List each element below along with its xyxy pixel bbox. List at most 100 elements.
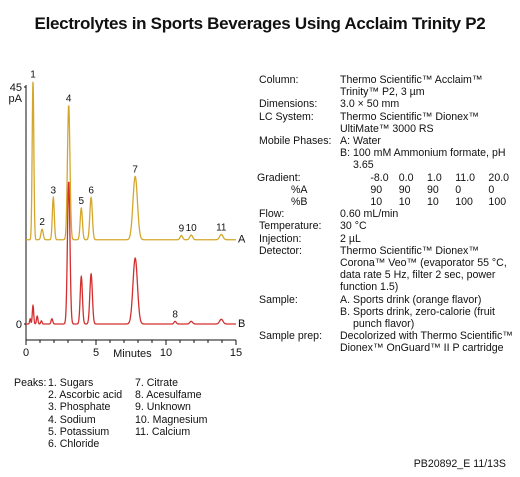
peak-entry: 2. Ascorbic acid <box>48 389 123 402</box>
condition-label: Mobile Phases: <box>259 135 332 148</box>
condition-detector: Detector: Thermo Scientific™ Dionex™ Cor… <box>259 245 517 294</box>
sample-key: B. <box>340 305 351 318</box>
condition-label: LC System: <box>259 110 314 123</box>
y-tick-label: 0 <box>16 319 22 331</box>
condition-mobile-phases: Mobile Phases: A: Water B: 100 mM Ammoni… <box>259 135 517 172</box>
condition-sample-prep: Sample prep: Decolorized with Thermo Sci… <box>259 330 517 354</box>
trace-label-A: A <box>238 234 246 246</box>
condition-temperature: Temperature: 30 °C <box>259 220 517 232</box>
peak-label: 11 <box>216 222 227 233</box>
mobile-phase-b: B: 100 mM Ammonium formate, pH 3.65 <box>340 147 517 171</box>
peak-label: 8 <box>172 309 178 320</box>
pct-a-label: %A <box>291 183 308 196</box>
peak-label: 10 <box>186 223 198 234</box>
condition-label: Column: <box>259 74 299 86</box>
peak-entry: 3. Phosphate <box>48 401 111 414</box>
pct-a-value: 90 <box>398 183 411 196</box>
condition-label: Dimensions: <box>259 98 318 111</box>
peak-label: 6 <box>88 186 94 197</box>
gradient-time: 1.0 <box>426 171 442 184</box>
pct-b-value: 10 <box>426 196 439 209</box>
mobile-phase-a: A: Water <box>340 135 517 147</box>
peak-label: 7 <box>132 165 138 176</box>
mobile-phase-key: B: <box>340 147 351 160</box>
pct-b-label: %B <box>291 196 308 209</box>
condition-label: Sample prep: <box>259 330 323 343</box>
y-tick-label: 45 <box>10 82 22 94</box>
x-axis-label: Minutes <box>113 348 152 360</box>
mobile-phase-key: A: <box>340 135 351 148</box>
gradient-time: 20.0 <box>488 171 510 184</box>
mobile-phase-value: Water <box>353 135 381 148</box>
condition-value: 3.0 × 50 mm <box>340 98 400 111</box>
sample-b: B. Sports drink, zero-calorie (fruit pun… <box>340 306 517 330</box>
peak-entry: 11. Calcium <box>135 425 191 438</box>
pct-a-value: 90 <box>370 183 383 196</box>
condition-label: Injection: <box>259 232 302 245</box>
condition-sample: Sample: A. Sports drink (orange flavor) … <box>259 294 517 331</box>
chart-title: Electrolytes in Sports Beverages Using A… <box>34 14 486 33</box>
condition-value: Thermo Scientific™ Dionex™ Corona™ Veo™ … <box>340 244 507 294</box>
pct-b-value: 100 <box>488 196 507 209</box>
peak-label: 5 <box>79 196 85 207</box>
peak-entry: 1. Sugars <box>48 377 94 389</box>
pct-b-value: 10 <box>398 196 411 209</box>
peaks-legend-column-1: 1. Sugars 2. Ascorbic acid 3. Phosphate … <box>48 377 153 450</box>
sample-value: Sports drink (orange flavor) <box>353 293 482 306</box>
x-tick-label: 15 <box>230 347 242 359</box>
pct-a-value: 0 <box>488 183 495 196</box>
condition-label: Detector: <box>259 244 302 257</box>
pct-a-value: 90 <box>426 183 439 196</box>
condition-value: A. Sports drink (orange flavor) B. Sport… <box>340 294 517 331</box>
peak-label: 9 <box>179 224 185 235</box>
peaks-legend-label: Peaks: <box>14 377 47 389</box>
gradient-pct-a-row: %A 90 90 90 0 0 <box>257 184 517 196</box>
condition-flow: Flow: 0.60 mL/min <box>259 208 517 220</box>
traces <box>26 81 236 325</box>
condition-value: Decolorized with Thermo Scientific™ Dion… <box>340 330 513 355</box>
gradient-times-row: Gradient: -8.0 0.0 1.0 11.0 20.0 <box>257 172 517 184</box>
peak-entry: 9. Unknown <box>135 401 191 414</box>
peak-label: 4 <box>66 93 72 104</box>
x-tick-label: 5 <box>93 347 99 359</box>
gradient-pct-b-row: %B 10 10 10 100 100 <box>257 196 517 208</box>
peak-label: 2 <box>39 217 45 228</box>
condition-value: A: Water B: 100 mM Ammonium formate, pH … <box>340 135 517 172</box>
x-tick-label: 0 <box>23 347 29 359</box>
peak-entry: 10. Magnesium <box>135 413 208 426</box>
peaks-legend-column-2: 7. Citrate 8. Acesulfame 9. Unknown 10. … <box>135 377 255 438</box>
y-axis-label: pA <box>9 93 23 105</box>
x-tick-label: 10 <box>160 347 172 359</box>
peak-label: 1 <box>30 70 36 81</box>
pct-a-value: 0 <box>455 183 462 196</box>
gradient-time: -8.0 <box>370 171 389 184</box>
peak-entry: 4. Sodium <box>48 413 96 426</box>
sample-a: A. Sports drink (orange flavor) <box>340 294 517 306</box>
mobile-phase-value: 100 mM Ammonium formate, pH 3.65 <box>353 147 506 172</box>
pct-b-value: 100 <box>455 196 473 209</box>
condition-value: Thermo Scientific™ Dionex™ UltiMate™ 300… <box>340 110 479 135</box>
peak-entry: 5. Potassium <box>48 425 110 438</box>
gradient-time: 0.0 <box>398 171 414 184</box>
conditions-panel: Column: Thermo Scientific™ Acclaim™ Trin… <box>257 74 517 355</box>
gradient-table: Gradient: -8.0 0.0 1.0 11.0 20.0 %A 90 9… <box>257 172 517 209</box>
sample-value: Sports drink, zero-calorie (fruit punch … <box>353 305 495 331</box>
condition-value: 30 °C <box>340 220 367 233</box>
gradient-label: Gradient: <box>257 171 301 184</box>
condition-lc-system: LC System: Thermo Scientific™ Dionex™ Ul… <box>259 111 517 135</box>
condition-column: Column: Thermo Scientific™ Acclaim™ Trin… <box>259 74 517 98</box>
trace-B <box>26 181 236 325</box>
peak-entry: 8. Acesulfame <box>135 389 202 402</box>
document-id: PB20892_E 11/13S <box>413 458 506 470</box>
condition-label: Sample: <box>259 293 298 306</box>
sample-key: A. <box>340 293 351 306</box>
peak-entry: 6. Chloride <box>48 438 100 451</box>
trace-label-B: B <box>238 318 245 330</box>
trace-A <box>26 81 236 241</box>
condition-label: Flow: <box>259 208 285 221</box>
condition-value: Thermo Scientific™ Acclaim™ Trinity™ P2,… <box>340 74 483 99</box>
pct-b-value: 10 <box>370 196 383 209</box>
condition-value: 2 µL <box>340 232 361 245</box>
